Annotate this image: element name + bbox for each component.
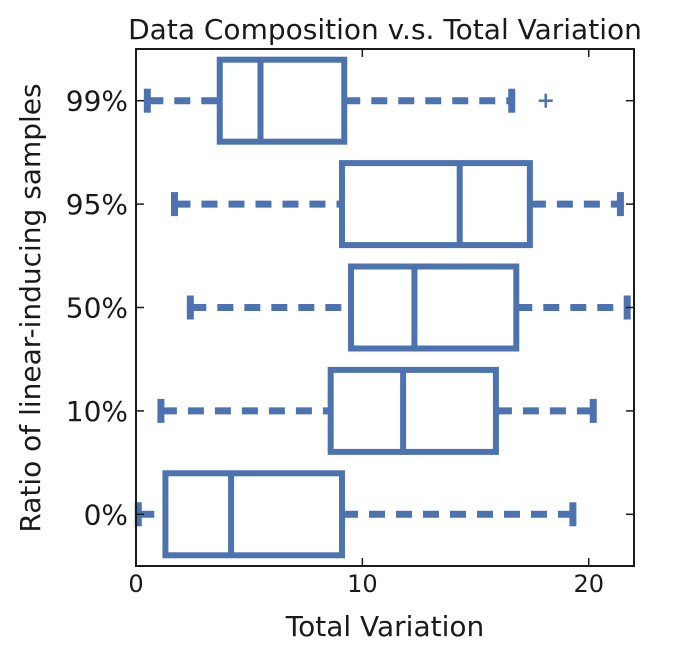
y-tick-label-99pct: 99% <box>66 85 128 118</box>
x-tick-label-0: 0 <box>128 570 143 598</box>
plot-area: 0 10 20 99% 95% 50% 10% 0% <box>66 48 635 598</box>
y-tick-label-50pct: 50% <box>66 292 128 325</box>
y-tick-label-10pct: 10% <box>66 395 128 428</box>
x-tick-label-20: 20 <box>573 570 604 598</box>
outlier-point-99pct-0 <box>538 93 553 108</box>
box-0pct <box>162 470 345 559</box>
box-50pct <box>348 263 520 352</box>
plot-frame <box>135 48 635 567</box>
box-99pct <box>216 56 348 145</box>
x-axis-label: Total Variation <box>285 610 485 643</box>
chart-title: Data Composition v.s. Total Variation <box>128 13 642 46</box>
box-10pct <box>327 366 499 455</box>
box-95pct <box>338 160 533 249</box>
x-tick-label-10: 10 <box>347 570 378 598</box>
y-tick-label-0pct: 0% <box>84 498 128 531</box>
y-axis-label: Ratio of linear-inducing samples <box>14 83 47 532</box>
y-tick-label-95pct: 95% <box>66 188 128 221</box>
